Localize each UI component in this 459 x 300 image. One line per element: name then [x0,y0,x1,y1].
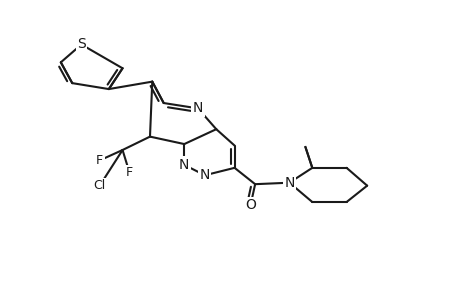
Text: F: F [96,154,103,167]
Text: Cl: Cl [93,179,106,192]
Text: N: N [199,168,210,182]
Text: N: N [192,101,203,116]
Text: F: F [126,166,133,179]
Text: N: N [284,176,294,190]
Text: O: O [245,198,256,212]
Text: N: N [179,158,189,172]
Text: S: S [77,38,85,52]
